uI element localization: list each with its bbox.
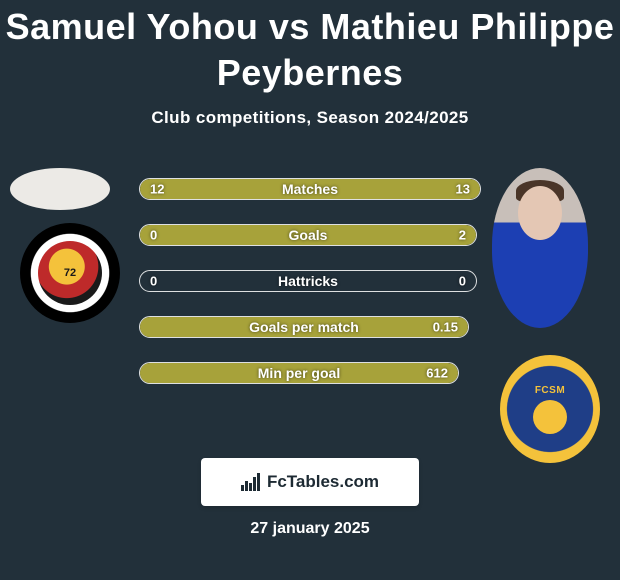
stat-bar: 02Goals (139, 224, 477, 246)
stat-bar: 0.15Goals per match (139, 316, 469, 338)
page-title: Samuel Yohou vs Mathieu Philippe Peybern… (0, 0, 620, 96)
stats-bars: 1213Matches 02Goals 00Hattricks 0.15Goals p… (139, 178, 481, 408)
player-right-head (518, 186, 562, 240)
title-line-1: Samuel Yohou vs Mathieu Philippe (6, 6, 615, 47)
chart-icon (241, 473, 261, 491)
bar-label: Goals (140, 227, 476, 243)
bar-label: Goals per match (140, 319, 468, 335)
stat-bar: 1213Matches (139, 178, 481, 200)
stat-bar: 00Hattricks (139, 270, 477, 292)
player-left-avatar (10, 168, 110, 210)
club-left-badge-inner: 72 (38, 241, 102, 305)
bar-label: Matches (140, 181, 480, 197)
footer-brand-text: FcTables.com (267, 472, 379, 492)
club-left-badge: 72 (20, 223, 120, 323)
bar-label: Hattricks (140, 273, 476, 289)
subtitle: Club competitions, Season 2024/2025 (0, 108, 620, 128)
date-text: 27 january 2025 (0, 520, 620, 538)
club-right-lion-icon (533, 400, 567, 434)
bar-label: Min per goal (140, 365, 458, 381)
player-right-avatar (492, 168, 588, 328)
club-right-badge: FCSM (500, 355, 600, 463)
title-line-2: Peybernes (217, 52, 404, 93)
club-left-badge-text: 72 (64, 267, 76, 279)
stat-bar: 612Min per goal (139, 362, 459, 384)
club-right-badge-text: FCSM (535, 385, 565, 396)
footer-brand-card: FcTables.com (201, 458, 419, 506)
